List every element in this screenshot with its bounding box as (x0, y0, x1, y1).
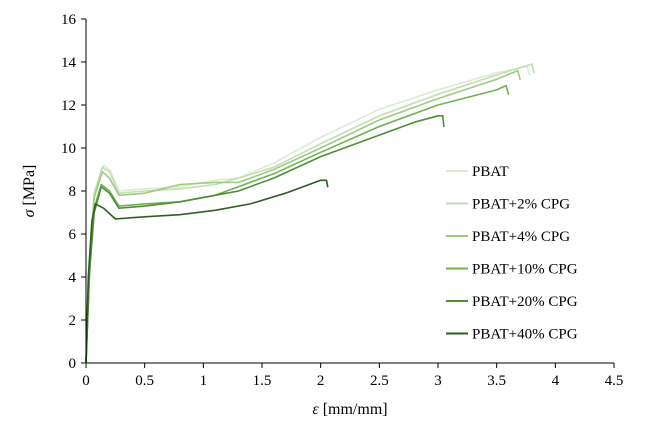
legend-label-0: PBAT (472, 164, 509, 180)
x-tick-label: 4 (552, 373, 560, 389)
y-tick-label: 16 (61, 12, 77, 28)
y-tick-label: 12 (61, 98, 76, 114)
legend-label-5: PBAT+40% CPG (472, 327, 578, 343)
x-tick-label: 2.5 (370, 373, 389, 389)
legend-label-1: PBAT+2% CPG (472, 197, 570, 213)
x-tick-label: 0.5 (135, 373, 154, 389)
x-axis-unit: [mm/mm] (319, 401, 388, 418)
x-axis-label: ε [mm/mm] (312, 401, 387, 418)
x-tick-label: 3 (434, 373, 442, 389)
y-tick-label: 6 (69, 227, 77, 243)
y-tick-label: 0 (69, 356, 77, 372)
series-line-0 (86, 66, 530, 363)
legend-label-4: PBAT+20% CPG (472, 294, 578, 310)
x-axis-ticks: 0 0.5 1 1.5 2 2.5 3 3.5 4 4.5 (82, 363, 623, 389)
series-line-1 (86, 64, 534, 363)
x-tick-label: 1.5 (253, 373, 272, 389)
y-axis-label: σ [MPa] (21, 165, 38, 218)
plot-series (86, 64, 534, 363)
x-tick-label: 2 (317, 373, 325, 389)
legend-label-3: PBAT+10% CPG (472, 262, 578, 278)
y-tick-label: 8 (69, 184, 77, 200)
y-tick-label: 10 (61, 141, 76, 157)
series-line-3 (86, 86, 508, 363)
y-axis-ticks: 0 2 4 6 8 10 12 14 16 (61, 12, 86, 372)
x-tick-label: 0 (82, 373, 90, 389)
x-tick-label: 1 (200, 373, 208, 389)
y-tick-label: 4 (69, 270, 77, 286)
legend: PBAT PBAT+2% CPG PBAT+4% CPG PBAT+10% CPG PB… (446, 164, 578, 343)
y-tick-label: 14 (61, 55, 77, 71)
x-tick-label: 3.5 (487, 373, 506, 389)
legend-label-2: PBAT+4% CPG (472, 229, 570, 245)
y-axis-unit: [MPa] (21, 165, 38, 210)
series-line-4 (86, 116, 444, 363)
x-tick-label: 4.5 (605, 373, 624, 389)
y-tick-label: 2 (69, 313, 77, 329)
